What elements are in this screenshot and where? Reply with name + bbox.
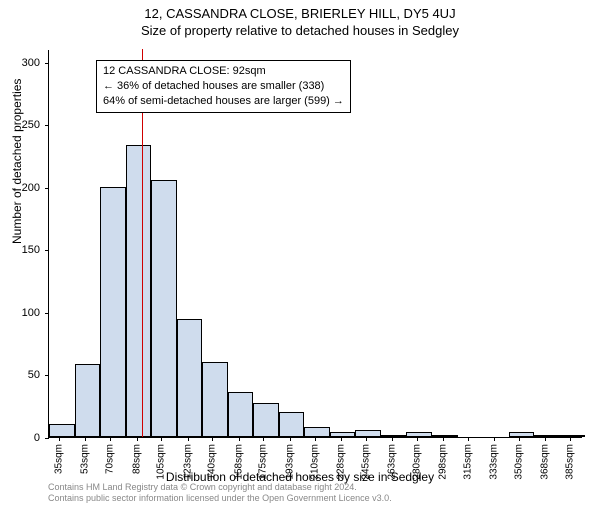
x-tick bbox=[137, 437, 138, 441]
footer-line-1: Contains HM Land Registry data © Crown c… bbox=[48, 482, 392, 493]
histogram-bar bbox=[534, 435, 560, 437]
y-tick bbox=[45, 438, 49, 439]
x-tick bbox=[161, 437, 162, 441]
x-tick bbox=[110, 437, 111, 441]
info-line-3: 64% of semi-detached houses are larger (… bbox=[103, 94, 344, 109]
info-box: 12 CASSANDRA CLOSE: 92sqm ← 36% of detac… bbox=[96, 60, 351, 113]
page-subtitle: Size of property relative to detached ho… bbox=[0, 23, 600, 38]
x-tick bbox=[85, 437, 86, 441]
y-tick-label: 250 bbox=[22, 119, 40, 131]
histogram-bar bbox=[126, 145, 152, 437]
histogram-bar bbox=[100, 187, 126, 437]
x-tick bbox=[59, 437, 60, 441]
histogram-bar bbox=[228, 392, 254, 437]
x-tick bbox=[417, 437, 418, 441]
histogram-bar bbox=[49, 424, 75, 437]
y-tick bbox=[45, 375, 49, 376]
histogram-bar bbox=[202, 362, 228, 437]
histogram-bar bbox=[304, 427, 330, 437]
histogram-bar bbox=[330, 432, 356, 437]
histogram-bar bbox=[151, 180, 177, 437]
y-axis-label: Number of detached properties bbox=[10, 79, 24, 244]
x-tick bbox=[212, 437, 213, 441]
histogram-bar bbox=[560, 435, 586, 437]
y-tick-label: 200 bbox=[22, 182, 40, 194]
histogram-bar bbox=[177, 319, 203, 437]
chart-area: 05010015020025030035sqm53sqm70sqm88sqm10… bbox=[48, 50, 582, 438]
x-tick bbox=[239, 437, 240, 441]
page-title: 12, CASSANDRA CLOSE, BRIERLEY HILL, DY5 … bbox=[0, 6, 600, 21]
x-tick bbox=[392, 437, 393, 441]
histogram-bar bbox=[279, 412, 305, 437]
info-line-1: 12 CASSANDRA CLOSE: 92sqm bbox=[103, 64, 344, 79]
x-tick bbox=[570, 437, 571, 441]
x-tick bbox=[341, 437, 342, 441]
histogram-bar bbox=[381, 435, 407, 437]
x-tick bbox=[315, 437, 316, 441]
histogram-bar bbox=[432, 435, 458, 437]
x-tick bbox=[366, 437, 367, 441]
y-tick-label: 150 bbox=[22, 244, 40, 256]
histogram-bar bbox=[253, 403, 279, 437]
x-tick bbox=[519, 437, 520, 441]
histogram-bar bbox=[355, 430, 381, 438]
x-tick bbox=[263, 437, 264, 441]
footer-line-2: Contains public sector information licen… bbox=[48, 493, 392, 504]
x-tick bbox=[494, 437, 495, 441]
y-tick bbox=[45, 125, 49, 126]
histogram-bar bbox=[509, 432, 535, 437]
y-tick-label: 0 bbox=[34, 432, 40, 444]
x-tick bbox=[468, 437, 469, 441]
footer-attribution: Contains HM Land Registry data © Crown c… bbox=[48, 482, 392, 504]
y-tick bbox=[45, 250, 49, 251]
y-tick-label: 100 bbox=[22, 307, 40, 319]
x-tick bbox=[443, 437, 444, 441]
histogram-bar bbox=[406, 432, 432, 437]
y-tick bbox=[45, 313, 49, 314]
x-tick bbox=[545, 437, 546, 441]
histogram-bar bbox=[75, 364, 101, 437]
x-tick bbox=[290, 437, 291, 441]
y-tick bbox=[45, 63, 49, 64]
y-tick-label: 50 bbox=[28, 369, 40, 381]
y-tick bbox=[45, 188, 49, 189]
y-tick-label: 300 bbox=[22, 57, 40, 69]
x-tick bbox=[188, 437, 189, 441]
info-line-2: ← 36% of detached houses are smaller (33… bbox=[103, 79, 344, 94]
